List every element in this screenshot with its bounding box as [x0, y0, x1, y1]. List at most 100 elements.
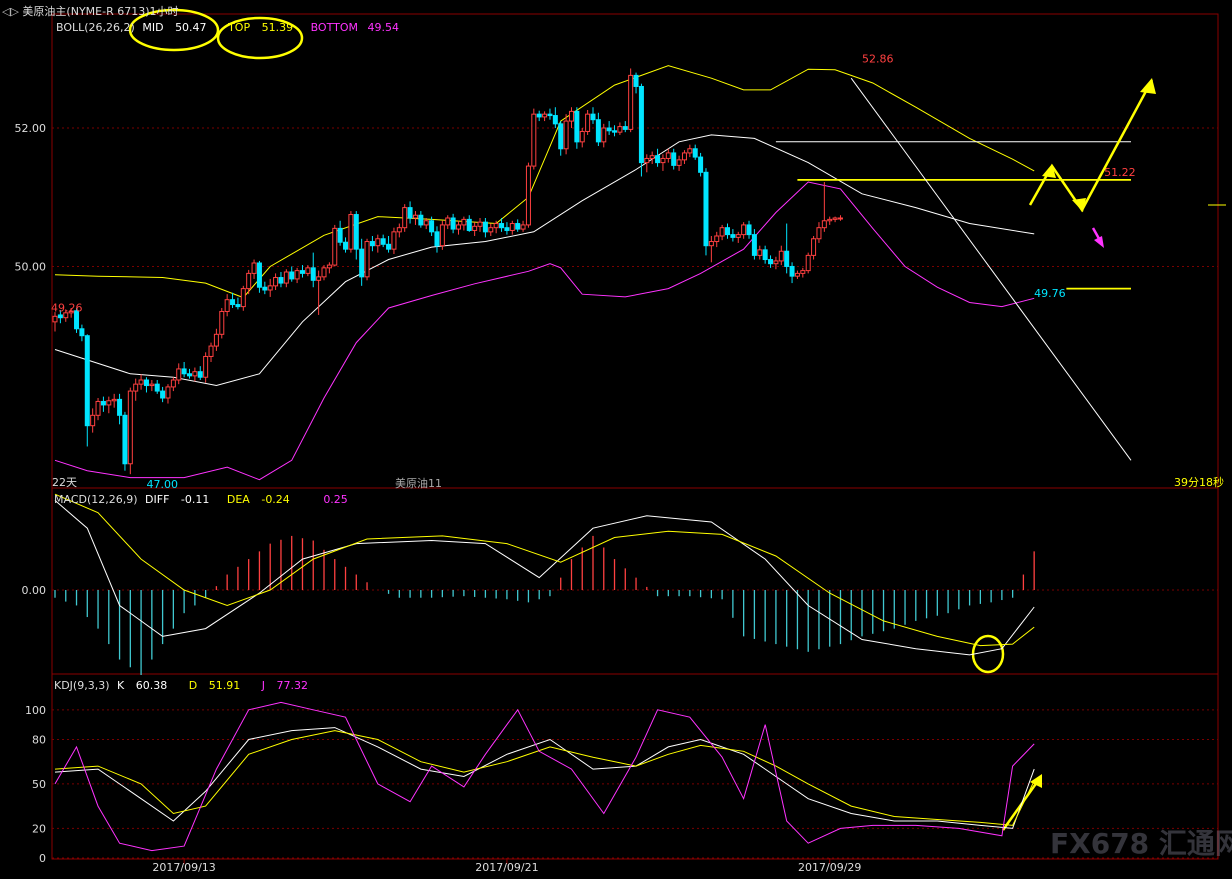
candle-body — [698, 156, 704, 173]
candle-body — [456, 224, 461, 230]
candle-body — [375, 238, 381, 247]
candle-body — [380, 238, 386, 245]
boll-top-label: TOP — [228, 21, 251, 34]
candle-body — [504, 227, 510, 231]
macd-diff-line — [54, 500, 1035, 656]
forecast-arrowhead-icon — [1042, 164, 1056, 178]
candle-body — [746, 224, 752, 236]
pink-arrowhead-icon — [1094, 236, 1104, 248]
candle-body — [493, 223, 499, 229]
candle-body — [778, 250, 784, 262]
candle-body — [197, 371, 203, 378]
candle-body — [321, 267, 327, 278]
candle-body — [310, 267, 316, 281]
candle-body — [445, 217, 451, 226]
candle-body — [821, 220, 827, 229]
candle-body — [735, 234, 741, 238]
main-y-tick-label: 52.00 — [15, 122, 47, 135]
price-annotation-label: 49.26 — [51, 302, 83, 315]
candle-body — [219, 310, 225, 335]
x-tick-label: 2017/09/29 — [798, 861, 861, 874]
candle-body — [213, 333, 219, 347]
candle-body — [305, 267, 311, 274]
candle-body — [412, 214, 418, 219]
candle-body — [267, 285, 273, 291]
candle-body — [246, 272, 252, 290]
candle-body — [369, 241, 375, 247]
macd-y-tick-label: 0.00 — [22, 584, 47, 597]
candle-body — [343, 241, 349, 250]
candle-body — [418, 214, 424, 226]
candle-body — [488, 227, 494, 233]
candle-body — [579, 130, 585, 143]
macd-name: MACD(12,26,9) — [54, 493, 138, 506]
candle-body — [590, 113, 596, 121]
candle-body — [127, 390, 133, 465]
back-arrow-icon[interactable]: ◁▷ — [2, 5, 19, 18]
candle-body — [111, 398, 117, 402]
candle-body — [730, 234, 736, 238]
candle-body — [816, 227, 822, 240]
boll-bottom-line — [54, 181, 1035, 481]
macd-dea-label: DEA — [226, 493, 250, 506]
candle-body — [558, 123, 564, 150]
candle-body — [79, 328, 85, 337]
candle-body — [751, 234, 757, 256]
candle-body — [644, 157, 650, 164]
candle-body — [74, 310, 80, 330]
candle-body — [138, 379, 144, 385]
candle-body — [574, 110, 580, 143]
candle-body — [63, 312, 69, 319]
candle-body — [563, 120, 569, 150]
candle-body — [283, 271, 289, 284]
candle-body — [133, 383, 139, 392]
candle-body — [386, 243, 392, 250]
candle-body — [547, 113, 553, 117]
candle-body — [439, 224, 445, 247]
candle-body — [57, 314, 63, 319]
window-title-bar[interactable]: ◁▷ 美原油主(NYME-R 6713)1小时 — [2, 3, 179, 19]
candle-body — [714, 235, 720, 243]
candle-body — [170, 379, 176, 388]
candle-body — [181, 368, 187, 375]
candle-body — [784, 250, 790, 267]
candle-body — [655, 155, 661, 164]
countdown-timer: 39分18秒 — [1174, 476, 1224, 489]
candle-body — [391, 231, 397, 250]
boll-mid-line — [54, 134, 1035, 387]
candle-body — [741, 224, 747, 236]
candle-body — [794, 272, 800, 277]
candle-body — [235, 304, 241, 308]
candle-body — [187, 373, 192, 377]
kdj-j-value: 77.32 — [276, 679, 308, 692]
candle-body — [509, 223, 515, 231]
kdj-j-line — [54, 701, 1035, 852]
candle-body — [278, 277, 284, 284]
x-tick-label: 2017/09/13 — [152, 861, 215, 874]
candle-body — [176, 368, 182, 381]
candle-body — [208, 345, 214, 357]
candle-body — [461, 218, 467, 226]
kdj-d-label: D — [188, 679, 198, 692]
candle-body — [396, 227, 402, 233]
candle-body — [154, 383, 160, 392]
candle-body — [407, 207, 413, 219]
candle-body — [353, 214, 359, 250]
price-annotation-label: 51.22 — [1104, 166, 1136, 179]
candle-body — [681, 152, 687, 161]
kdj-d-value: 51.91 — [208, 679, 241, 692]
candle-body — [95, 400, 101, 416]
candle-body — [165, 386, 171, 399]
candle-body — [708, 241, 714, 247]
candle-body — [499, 223, 505, 229]
candle-body — [719, 227, 725, 237]
kdj-k-label: K — [117, 679, 125, 692]
candle-body — [472, 225, 478, 231]
candle-body — [649, 155, 655, 159]
kdj-j-label: J — [261, 679, 265, 692]
boll-bottom-value: 49.54 — [367, 21, 399, 34]
x-tick-label: 2017/09/21 — [475, 861, 538, 874]
candle-body — [143, 379, 149, 387]
price-annotation-label: 52.86 — [862, 52, 894, 65]
